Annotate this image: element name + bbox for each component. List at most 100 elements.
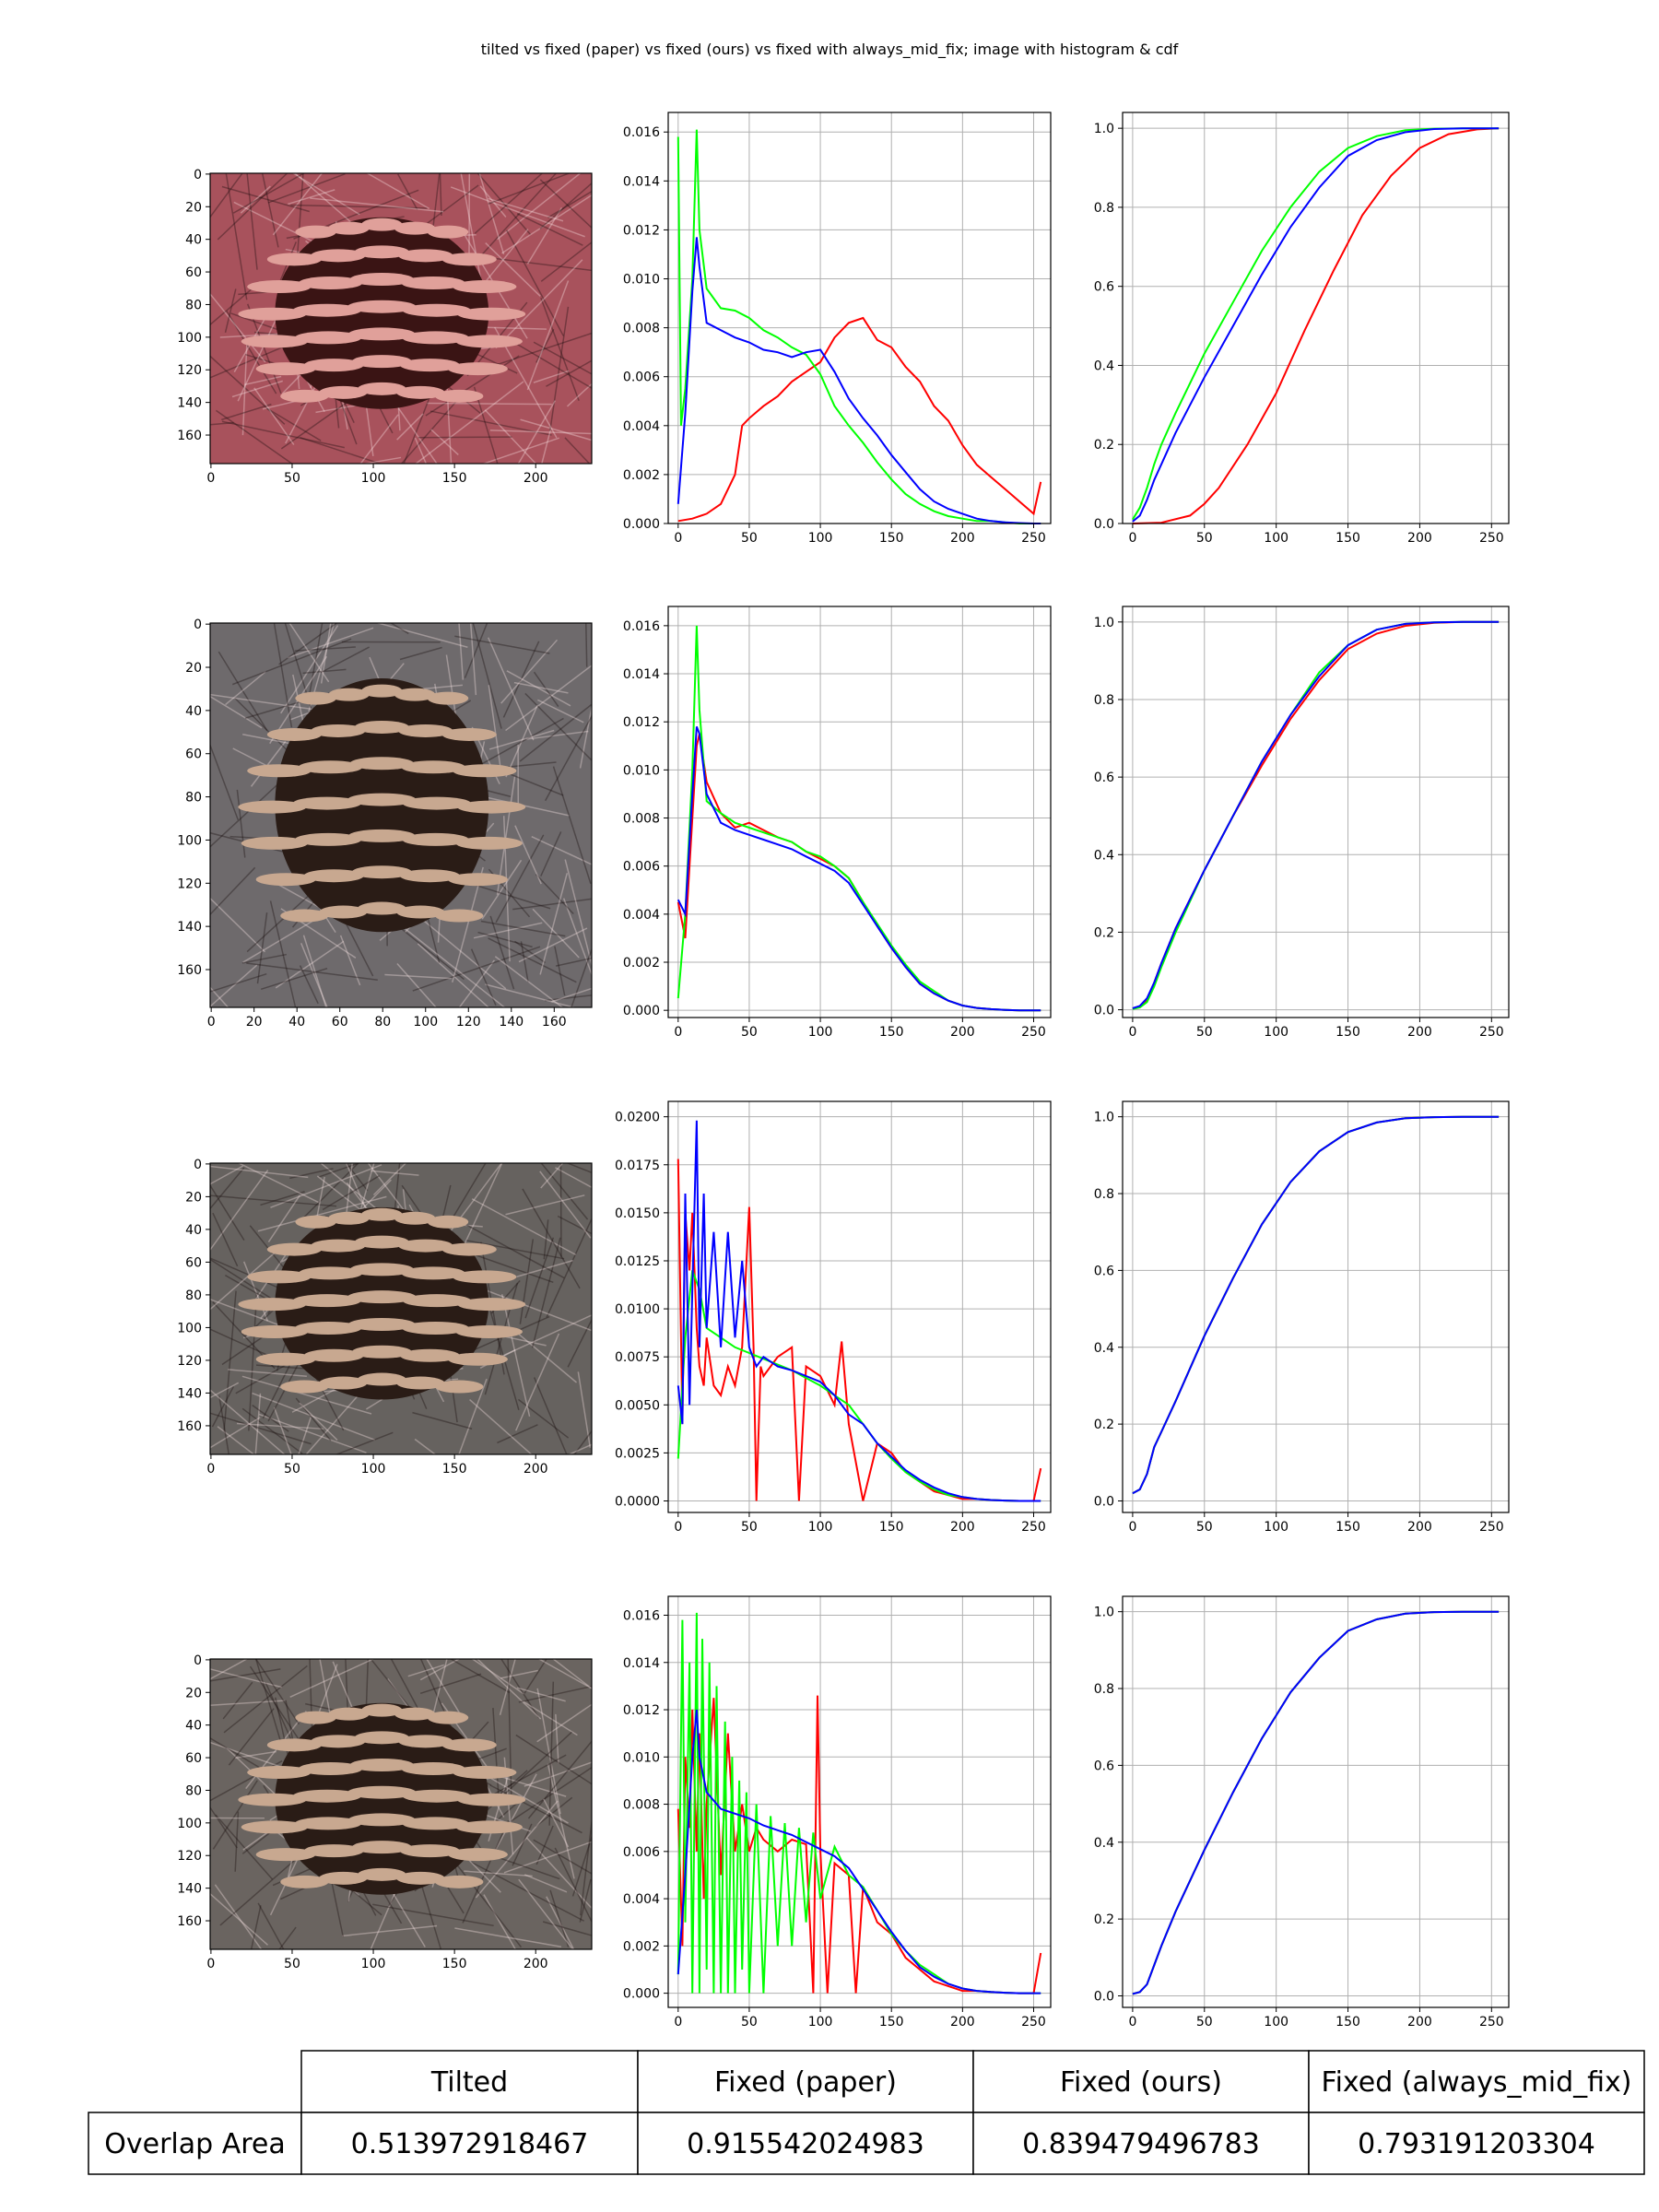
x-tick-label: 250 [1021,1025,1046,1040]
x-tick-label: 50 [741,1520,758,1535]
x-tick-label: 40 [288,1015,305,1030]
series-green [1132,127,1500,521]
histogram-fixed-paper: 0 50 100 150 200 250 0.000 0.002 0.004 0.006 0.008… [623,606,1052,1040]
table-header-cell [300,2050,639,2113]
x-tick-label: 150 [442,1462,467,1477]
x-tick-label: 100 [361,1462,386,1477]
y-tick-label: 0.006 [623,860,660,875]
y-tick-label: 120 [177,877,202,891]
image-panel: 0 50 100 150 200 0 20 40 60 80 100 120 140 160 [177,1653,593,1971]
series-blue [677,237,1041,524]
y-tick-label: 0.008 [623,1798,660,1813]
y-tick-label: 0.0025 [615,1446,660,1461]
y-tick-label: 0.002 [623,1939,660,1954]
series-red [677,316,1042,523]
x-tick-label: 200 [524,1957,548,1971]
y-tick-label: 120 [177,1849,202,1864]
y-tick-label: 0.000 [623,1987,660,2002]
y-tick-label: 100 [177,1817,202,1831]
table-header-label: Fixed (paper) [714,2066,897,2099]
x-tick-label: 50 [741,531,758,546]
image-frame [209,172,593,465]
x-tick-label: 0 [1128,1520,1136,1535]
histogram-fixed-always-mid-fix: 0 50 100 150 200 250 0.000 0.002 0.004 0.006 0.008… [623,1595,1052,2030]
x-tick-label: 150 [1335,2015,1360,2030]
y-tick-label: 40 [185,1223,202,1238]
y-tick-label: 0.0 [1094,517,1114,532]
x-tick-label: 0 [674,2015,682,2030]
x-tick-label: 0 [674,531,682,546]
series-blue [1132,1610,1500,1995]
y-tick-label: 140 [177,396,202,411]
cdf-fixed-paper: 0 50 100 150 200 250 0.0 0.2 0.4 0.6 0.8 1.0 [1094,606,1510,1040]
y-tick-label: 0.4 [1094,1341,1114,1356]
x-tick-label: 100 [1264,1025,1288,1040]
x-tick-label: 20 [246,1015,263,1030]
x-tick-label: 150 [879,1025,904,1040]
series-green [1132,1115,1500,1495]
y-tick-label: 100 [177,833,202,848]
x-tick-label: 250 [1021,2015,1046,2030]
table-value: 0.839479496783 [1022,2128,1260,2160]
image-panel: 0 20 40 60 80 100 120 140 160 0 20 40 60 80 100 120 140 1… [177,618,593,1030]
series-blue [677,1120,1041,1502]
histogram-tilted: 0 50 100 150 200 250 0.000 0.002 0.004 0.006 0.008… [623,112,1052,546]
axes-frame [667,112,1052,524]
y-tick-label: 0.4 [1094,359,1114,373]
y-tick-label: 0.8 [1094,201,1114,216]
x-tick-label: 50 [284,1957,300,1971]
y-tick-label: 140 [177,1386,202,1401]
x-tick-label: 100 [808,2015,833,2030]
cdf-fixed-ours: 0 50 100 150 200 250 0.0 0.2 0.4 0.6 0.8 1.0 [1094,1100,1510,1535]
axes-frame [1122,1100,1510,1513]
y-tick-label: 0.002 [623,956,660,971]
y-tick-label: 0.004 [623,908,660,923]
x-tick-label: 200 [950,1025,975,1040]
series-red [677,1159,1042,1502]
y-tick-label: 140 [177,1882,202,1897]
x-tick-label: 150 [879,1520,904,1535]
y-tick-label: 160 [177,1914,202,1929]
x-tick-label: 250 [1479,2015,1504,2030]
x-tick-label: 150 [1335,1025,1360,1040]
pine-cone [238,1206,526,1400]
y-tick-label: 0.012 [623,1703,660,1718]
y-tick-label: 0.4 [1094,1836,1114,1851]
y-tick-label: 1.0 [1094,1606,1114,1620]
y-tick-label: 0.2 [1094,1418,1114,1432]
series-blue [677,1709,1041,1994]
table-header-label: Tilted [430,2066,508,2099]
y-tick-label: 1.0 [1094,122,1114,136]
figure-title: tilted vs fixed (paper) vs fixed (ours) … [480,41,1179,58]
y-tick-label: 80 [185,1288,202,1303]
y-tick-label: 160 [177,1419,202,1434]
table-value-cell [1308,2112,1645,2175]
series-blue [1132,127,1500,523]
y-tick-label: 40 [185,233,202,248]
x-tick-label: 150 [1335,1520,1360,1535]
y-tick-label: 0.8 [1094,693,1114,708]
x-tick-label: 200 [950,1520,975,1535]
y-tick-label: 20 [185,200,202,215]
y-tick-label: 0.012 [623,715,660,730]
x-tick-label: 50 [284,471,300,486]
y-tick-label: 80 [185,298,202,312]
y-tick-label: 0 [194,168,202,182]
x-tick-label: 200 [524,471,548,486]
y-tick-label: 0.0050 [615,1398,660,1413]
y-tick-label: 0.0075 [615,1350,660,1365]
x-tick-label: 50 [741,2015,758,2030]
y-tick-label: 0.002 [623,468,660,483]
cdf-fixed-always-mid-fix: 0 50 100 150 200 250 0.0 0.2 0.4 0.6 0.8 1.0 [1094,1595,1510,2030]
y-tick-label: 20 [185,661,202,676]
table-row-label: Overlap Area [104,2128,286,2160]
image-panel: 0 50 100 150 200 0 20 40 60 80 100 120 140 160 [177,1158,593,1477]
y-tick-label: 100 [177,331,202,346]
x-tick-label: 0 [207,1015,216,1030]
x-tick-label: 250 [1479,531,1504,546]
pine-cone [238,678,526,933]
y-tick-label: 140 [177,920,202,935]
axes-frame [667,606,1052,1018]
y-tick-label: 0.004 [623,419,660,434]
